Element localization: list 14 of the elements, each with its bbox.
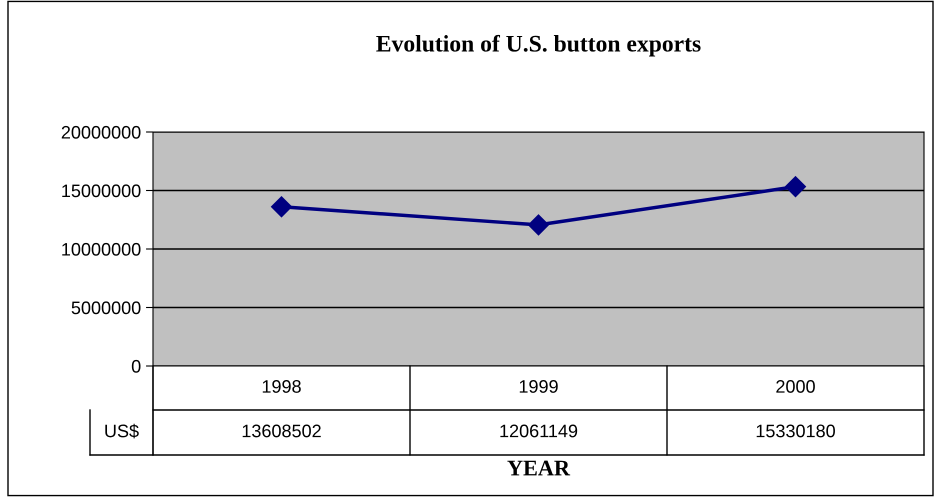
x-tick-label: 1998 <box>262 380 301 393</box>
data-label: 15330180 <box>756 424 835 438</box>
data-label: 12061149 <box>500 424 578 438</box>
y-tick-label: 5000000 <box>72 301 140 314</box>
y-tick-label: 0 <box>132 360 140 373</box>
x-axis-title: YEAR <box>507 460 570 476</box>
chart-title: Evolution of U.S. button exports <box>376 34 701 56</box>
text: US$ <box>105 424 139 438</box>
y-tick-label: 15000000 <box>62 184 140 198</box>
y-tick-label: 20000000 <box>62 126 140 139</box>
y-tick-label: 10000000 <box>62 242 140 256</box>
x-tick-label: 2000 <box>776 380 815 393</box>
data-label: 13608502 <box>242 424 321 438</box>
x-tick-label: 1999 <box>520 380 558 393</box>
